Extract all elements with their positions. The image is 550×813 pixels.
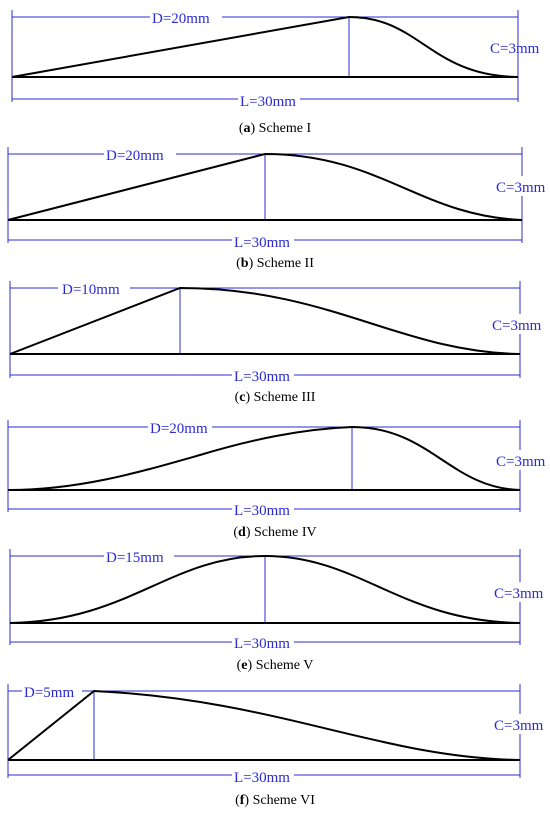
panel-caption: (c) Scheme III [235,390,316,405]
c-label: C=3mm [494,586,544,602]
camber-profile [11,15,519,78]
camber-profile [9,554,521,624]
d-label: D=15mm [106,550,164,566]
c-label: C=3mm [494,718,544,734]
l-label: L=30mm [234,636,290,652]
d-label: D=20mm [106,148,164,164]
c-label: C=3mm [496,180,546,196]
l-label: L=30mm [234,369,290,385]
panel-caption: (b) Scheme II [236,256,314,271]
d-label: D=5mm [24,685,74,701]
c-label: C=3mm [496,454,546,470]
panel-caption: (a) Scheme I [239,121,312,136]
l-label: L=30mm [234,235,290,251]
d-label: D=20mm [150,421,208,437]
camber-profile [7,425,521,491]
camber-profile [9,286,521,355]
panel-e: D=15mm C=3mm L=30mm (e) Scheme V [9,547,550,673]
panel-d: D=20mm C=3mm L=30mm (d) Scheme IV [7,418,550,540]
camber-profile [7,152,523,221]
panel-caption: (e) Scheme V [237,658,314,673]
c-label: C=3mm [490,41,540,57]
panel-caption: (f) Scheme VI [235,793,315,808]
l-label: L=30mm [234,503,290,519]
panel-c: D=10mm C=3mm L=30mm (c) Scheme III [9,279,550,405]
panel-f: D=5mm C=3mm L=30mm (f) Scheme VI [7,682,550,808]
d-label: D=10mm [62,282,120,298]
camber-profile [7,689,521,761]
panel-b: D=20mm C=3mm L=30mm (b) Scheme II [7,145,550,271]
c-label: C=3mm [492,318,542,334]
d-label: D=20mm [152,11,210,27]
panel-a: D=20mm C=3mm L=30mm (a) Scheme I [11,8,550,136]
l-label: L=30mm [240,94,296,110]
l-label: L=30mm [234,770,290,786]
panel-caption: (d) Scheme IV [233,525,316,540]
